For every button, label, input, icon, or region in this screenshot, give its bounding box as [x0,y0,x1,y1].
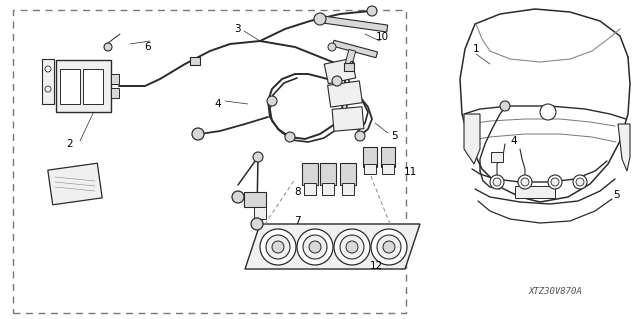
Circle shape [340,235,364,259]
Text: 5: 5 [614,190,620,200]
Text: 5: 5 [392,131,398,141]
Circle shape [500,101,510,111]
Circle shape [355,131,365,141]
Text: XTZ30V870A: XTZ30V870A [528,286,582,295]
Text: 11: 11 [403,167,417,177]
Text: 4: 4 [511,136,517,146]
Bar [111,88,119,98]
Bar [83,69,103,104]
Circle shape [104,43,112,51]
Circle shape [367,6,377,16]
Bar [364,164,376,174]
Text: 6: 6 [145,42,151,52]
Circle shape [540,104,556,120]
Circle shape [573,175,587,189]
Bar [302,163,318,185]
Polygon shape [464,114,480,164]
Circle shape [266,235,290,259]
Circle shape [548,175,562,189]
Bar [254,207,266,219]
Bar [382,164,394,174]
Text: 10: 10 [376,32,388,42]
Bar [322,183,334,195]
Bar [344,63,354,71]
Circle shape [490,175,504,189]
Circle shape [521,178,529,186]
Circle shape [251,218,263,230]
Circle shape [493,178,501,186]
Bar [304,183,316,195]
Circle shape [45,86,51,92]
Circle shape [267,96,277,106]
Bar [381,147,395,167]
Polygon shape [618,124,630,171]
Bar [328,81,362,107]
Bar [363,147,377,167]
Bar [324,58,356,84]
Bar [60,69,80,104]
Circle shape [232,191,244,203]
Circle shape [285,132,295,142]
Bar [332,107,364,131]
Text: 9: 9 [349,61,355,71]
Circle shape [371,229,407,265]
Text: 3: 3 [234,24,240,34]
Bar [333,40,378,58]
Bar [340,163,356,185]
Bar [342,183,354,195]
Circle shape [314,13,326,25]
Circle shape [334,229,370,265]
Circle shape [377,235,401,259]
Circle shape [346,241,358,253]
Bar [323,16,388,32]
Circle shape [576,178,584,186]
Bar [320,163,336,185]
Bar [56,60,111,112]
Text: 4: 4 [214,99,221,109]
Circle shape [253,152,263,162]
Bar [515,186,555,198]
Circle shape [309,241,321,253]
Text: 7: 7 [294,216,300,226]
Text: 8: 8 [294,187,301,197]
FancyBboxPatch shape [42,59,54,104]
Circle shape [45,66,51,72]
Circle shape [551,178,559,186]
Text: 2: 2 [67,139,74,149]
Bar [190,57,200,65]
Bar [344,49,356,69]
Circle shape [332,76,342,86]
Circle shape [272,241,284,253]
Circle shape [383,241,395,253]
Text: 12: 12 [369,261,383,271]
Circle shape [260,229,296,265]
Text: 1: 1 [473,44,479,54]
Bar [491,152,503,162]
Circle shape [297,229,333,265]
Bar [111,74,119,84]
Circle shape [518,175,532,189]
Bar [13,10,406,313]
Circle shape [192,128,204,140]
Polygon shape [245,224,420,269]
Bar [244,191,266,206]
Circle shape [303,235,327,259]
Circle shape [328,43,336,51]
Bar [48,163,102,205]
